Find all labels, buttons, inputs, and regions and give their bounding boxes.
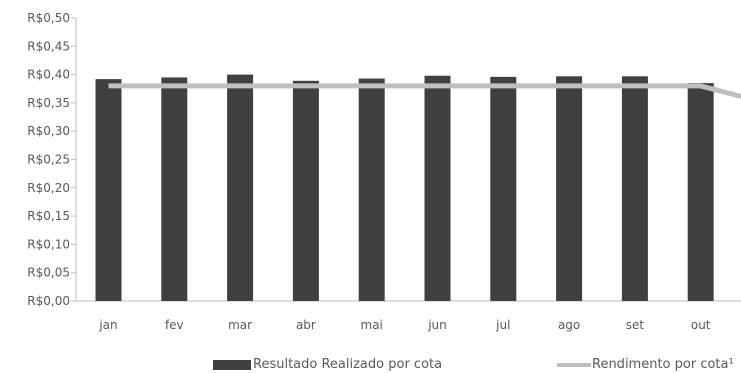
- bar: [621, 76, 648, 301]
- y-tick-label: R$0,30: [27, 124, 70, 138]
- line-series: [108, 83, 741, 99]
- bar: [490, 76, 517, 301]
- y-tick-label: R$0,40: [27, 68, 70, 82]
- bar-series: [95, 74, 714, 302]
- y-axis: R$0,00 R$0,05 R$0,10 R$0,15 R$0,20 R$0,25 R$0,…: [27, 11, 77, 308]
- y-tick-label: R$0,05: [27, 266, 70, 280]
- x-tick-label: fev: [165, 318, 184, 332]
- y-tick-label: R$0,25: [27, 153, 70, 167]
- y-tick-label: R$0,00: [27, 294, 70, 308]
- x-tick-label: set: [626, 318, 645, 332]
- x-tick-label: ago: [558, 318, 580, 332]
- x-tick-label: jun: [427, 318, 447, 332]
- x-tick-label: jul: [495, 318, 510, 332]
- y-tick-label: R$0,50: [27, 11, 70, 25]
- line-path: [108, 83, 741, 99]
- legend-item-bar: Resultado Realizado por cota: [213, 357, 442, 372]
- y-tick-label: R$0,20: [27, 181, 70, 195]
- bar: [424, 75, 451, 302]
- legend-bar-label: Resultado Realizado por cota: [253, 357, 443, 372]
- y-tick-label: R$0,35: [27, 96, 70, 110]
- legend-line-label: Rendimento por cota¹: [592, 357, 734, 372]
- x-axis: jan fev mar abr mai jun jul ago set out: [76, 300, 741, 332]
- y-tick-label: R$0,15: [27, 209, 70, 223]
- x-tick-label: mar: [228, 318, 252, 332]
- bar: [227, 74, 254, 301]
- x-tick-label: abr: [296, 318, 316, 332]
- y-tick-label: R$0,10: [27, 237, 70, 251]
- bar: [161, 77, 188, 302]
- x-tick-label: out: [691, 318, 711, 332]
- bar: [556, 76, 583, 301]
- legend-item-line: Rendimento por cota¹: [557, 357, 734, 372]
- bar: [358, 78, 385, 301]
- bar: [687, 83, 714, 301]
- bar: [95, 79, 122, 302]
- legend-line-swatch: [557, 362, 591, 367]
- x-tick-label: jan: [98, 318, 117, 332]
- legend-bar-swatch: [213, 359, 251, 370]
- y-tick-label: R$0,45: [27, 39, 70, 53]
- bar: [292, 80, 319, 302]
- x-tick-label: mai: [361, 318, 383, 332]
